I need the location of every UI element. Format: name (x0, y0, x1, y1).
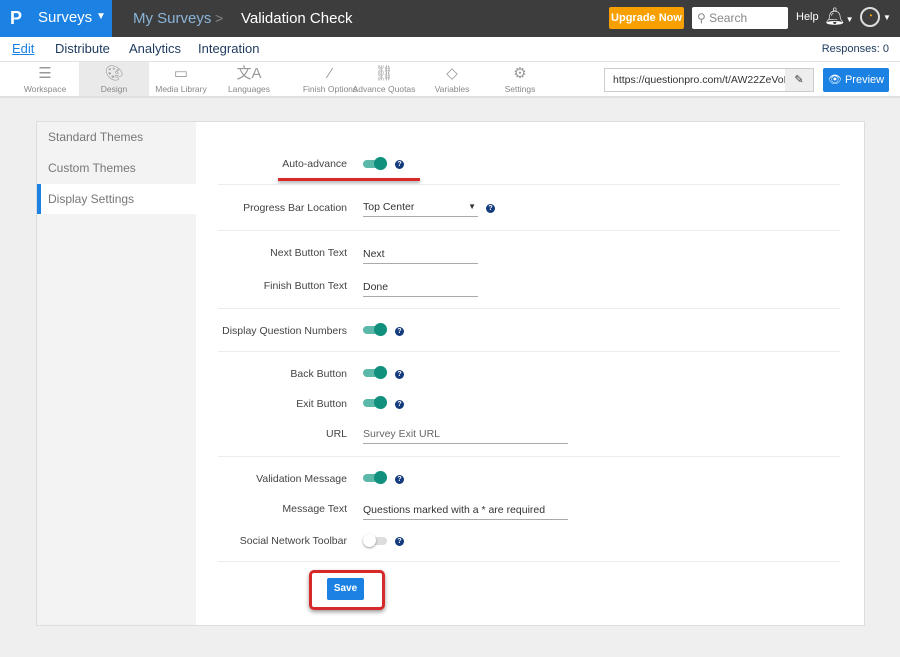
tool-advance-quotas[interactable]: ⛓︎ Advance Quotas (352, 62, 416, 96)
sidebar-item-custom-themes[interactable]: Custom Themes (48, 161, 136, 175)
theme-sidebar: Standard Themes Custom Themes Display Se… (37, 122, 196, 625)
highlight-underline (278, 178, 420, 181)
exit-button-label: Exit Button (296, 398, 347, 410)
preview-button[interactable]: 👁︎ Preview (823, 68, 889, 92)
divider (218, 230, 840, 231)
help-icon[interactable]: ? (395, 160, 404, 169)
back-button-toggle[interactable] (363, 366, 387, 380)
list-icon: ☰ (38, 65, 52, 82)
wand-icon: ⁄ (328, 65, 332, 82)
finish-button-label: Finish Button Text (263, 280, 347, 292)
question-numbers-toggle[interactable] (363, 323, 387, 337)
divider (218, 184, 840, 185)
next-button-label: Next Button Text (270, 247, 347, 259)
help-icon[interactable]: ? (486, 204, 495, 213)
highlight-box (309, 570, 385, 610)
exit-button-toggle[interactable] (363, 396, 387, 410)
eye-icon: 👁︎ (827, 74, 845, 86)
responses-count[interactable]: Responses: 0 (821, 43, 889, 55)
back-button-label: Back Button (290, 368, 347, 380)
preview-label: Preview (844, 74, 885, 86)
tool-settings[interactable]: ⚙︎ Settings (485, 62, 555, 96)
divider (218, 456, 840, 457)
logo: P (10, 8, 23, 28)
url-label: URL (325, 428, 347, 440)
avatar[interactable]: ◔ (860, 7, 880, 27)
survey-title: Validation Check (241, 10, 353, 27)
upgrade-button[interactable]: Upgrade Now (609, 7, 684, 29)
search-placeholder: Search (709, 11, 748, 25)
help-icon[interactable]: ? (395, 400, 404, 409)
sidebar-item-display-settings[interactable]: Display Settings (37, 184, 196, 214)
image-icon: ▭ (173, 65, 189, 82)
message-text-label: Message Text (282, 503, 347, 515)
save-button[interactable]: Save (327, 578, 364, 600)
tool-label: Settings (504, 84, 536, 94)
nav-edit[interactable]: Edit (12, 41, 35, 56)
tool-workspace[interactable]: ☰ Workspace (10, 62, 80, 96)
gear-icon: ⚙︎ (513, 65, 527, 82)
validation-message-label: Validation Message (256, 473, 347, 485)
tool-label: Languages (227, 84, 271, 94)
tool-design[interactable]: 🎨︎ Design (79, 62, 149, 96)
message-text-input[interactable]: Questions marked with a * are required (363, 503, 568, 520)
progress-bar-label: Progress Bar Location (243, 202, 347, 214)
tool-label: Variables (434, 84, 470, 94)
search-icon: ⚲ (697, 11, 710, 25)
next-button-input[interactable]: Next (363, 247, 478, 264)
translate-icon: 文A (236, 65, 262, 82)
bell-icon[interactable]: 🔔︎▼ (824, 7, 854, 26)
social-toolbar-label: Social Network Toolbar (239, 535, 347, 547)
tool-finish-options[interactable]: ⁄ Finish Options (282, 62, 378, 96)
question-numbers-label: Display Question Numbers (222, 325, 347, 337)
tool-media-library[interactable]: ▭ Media Library (146, 62, 216, 96)
surveys-menu[interactable]: P Surveys ▼ (0, 0, 112, 37)
social-toolbar-toggle[interactable] (363, 534, 387, 548)
progress-bar-value: Top Center (363, 201, 415, 213)
tool-label: Media Library (155, 84, 207, 94)
app-name: Surveys (38, 9, 93, 26)
search-input[interactable]: ⚲ Search (692, 7, 788, 29)
sidebar-item-standard-themes[interactable]: Standard Themes (48, 130, 144, 144)
nav-distribute[interactable]: Distribute (55, 41, 110, 56)
tool-label: Design (100, 84, 128, 94)
caret-down-icon: ▼ (96, 11, 106, 22)
help-icon[interactable]: ? (395, 370, 404, 379)
tool-variables[interactable]: ◇ Variables (417, 62, 487, 96)
finish-button-input[interactable]: Done (363, 280, 478, 297)
chevron-down-icon[interactable]: ▼ (883, 13, 891, 22)
main-nav: Edit Distribute Analytics Integration Re… (0, 37, 900, 62)
caret-down-icon: ▼ (468, 202, 476, 211)
help-icon[interactable]: ? (395, 475, 404, 484)
exit-url-input[interactable]: Survey Exit URL (363, 427, 568, 444)
survey-url-field[interactable]: https://questionpro.com/t/AW22ZeVoL ✎ (604, 68, 814, 92)
tool-label: Advance Quotas (352, 84, 416, 94)
link-icon: ⛓︎ (374, 65, 394, 82)
help-icon[interactable]: ? (395, 537, 404, 546)
help-link[interactable]: Help (796, 11, 819, 23)
survey-url: https://questionpro.com/t/AW22ZeVoL (613, 74, 790, 86)
tool-label: Finish Options (302, 84, 358, 94)
pencil-icon[interactable]: ✎ (785, 69, 813, 91)
tag-icon: ◇ (446, 65, 458, 82)
palette-icon: 🎨︎ (104, 65, 124, 82)
breadcrumb-separator: > (215, 10, 224, 26)
nav-integration[interactable]: Integration (198, 41, 260, 56)
help-icon[interactable]: ? (395, 327, 404, 336)
tool-languages[interactable]: 文A Languages (214, 62, 284, 96)
auto-advance-label: Auto-advance (282, 158, 347, 170)
tool-label: Workspace (23, 84, 67, 94)
divider (218, 561, 840, 562)
auto-advance-toggle[interactable] (363, 157, 387, 171)
divider (218, 308, 840, 309)
breadcrumb-my-surveys[interactable]: My Surveys (133, 10, 212, 27)
validation-message-toggle[interactable] (363, 471, 387, 485)
divider (218, 351, 840, 352)
progress-bar-select[interactable]: Top Center ▼ (363, 200, 478, 217)
nav-analytics[interactable]: Analytics (129, 41, 182, 56)
